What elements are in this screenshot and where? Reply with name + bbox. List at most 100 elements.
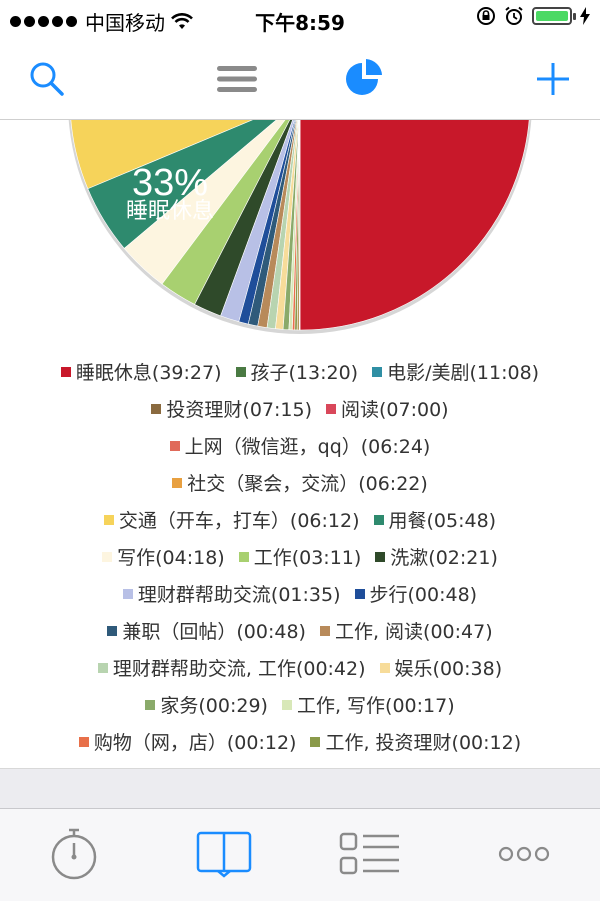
legend-item[interactable]: 兼职（回帖）(00:48): [107, 619, 306, 643]
legend-label: 用餐(05:48): [388, 510, 497, 532]
legend-swatch: [373, 514, 384, 525]
status-bar: 中国移动 下午8:59: [0, 0, 600, 40]
legend-item[interactable]: 工作, 阅读(00:47): [319, 619, 493, 643]
legend-swatch: [102, 551, 113, 562]
legend-item[interactable]: 理财群帮助交流(01:35): [122, 582, 341, 606]
legend-swatch: [379, 662, 390, 673]
legend-swatch: [354, 588, 365, 599]
list-icon: [339, 832, 399, 875]
tab-book[interactable]: [184, 819, 264, 889]
legend-label: 电影/美剧(11:08): [387, 362, 540, 384]
legend-label: 阅读(07:00): [341, 399, 449, 421]
legend-swatch: [145, 699, 156, 710]
battery-icon: [532, 7, 576, 25]
legend-label: 理财群帮助交流(01:35): [137, 584, 341, 606]
legend-label: 工作, 阅读(00:47): [334, 621, 493, 643]
legend-swatch: [319, 625, 330, 636]
pie-chart-button[interactable]: [329, 40, 399, 118]
legend-item[interactable]: 理财群帮助交流, 工作(00:42): [97, 656, 366, 680]
legend-item[interactable]: 社交（聚会，交流）(06:22): [172, 471, 428, 495]
pie-chart[interactable]: 33% 睡眠休息: [0, 120, 600, 350]
signal-strength-icon: [10, 16, 77, 27]
menu-icon: [217, 66, 257, 92]
legend-label: 理财群帮助交流, 工作(00:42): [112, 658, 366, 680]
tab-stopwatch[interactable]: [34, 819, 114, 889]
pie-slice[interactable]: [299, 120, 530, 331]
carrier-name: 中国移动: [85, 11, 165, 35]
pie-slice[interactable]: [299, 120, 301, 331]
legend-swatch: [122, 588, 133, 599]
charging-icon: [580, 7, 590, 25]
legend-item[interactable]: 电影/美剧(11:08): [372, 360, 540, 384]
alarm-icon: [505, 6, 523, 25]
legend-item[interactable]: 睡眠休息(39:27): [60, 360, 222, 384]
legend-item[interactable]: 步行(00:48): [354, 582, 478, 606]
legend-label: 兼职（回帖）(00:48): [122, 621, 306, 643]
legend-swatch: [238, 551, 249, 562]
status-left: 中国移动: [10, 7, 193, 36]
legend-label: 工作, 投资理财(00:12): [325, 732, 522, 754]
legend-swatch: [375, 551, 386, 562]
legend-item[interactable]: 工作, 写作(00:17): [281, 693, 455, 717]
pie-slices: [68, 120, 532, 334]
legend-item[interactable]: 家务(00:29): [145, 693, 268, 717]
legend-item[interactable]: 写作(04:18): [102, 545, 225, 569]
legend-item[interactable]: 投资理财(07:15): [151, 397, 312, 421]
legend-swatch: [169, 440, 180, 451]
status-right: [476, 6, 590, 26]
tab-list[interactable]: [330, 819, 410, 889]
legend-label: 交通（开车，打车）(06:12): [118, 510, 360, 532]
legend-swatch: [326, 403, 336, 414]
highlight-percent: 33%: [132, 162, 208, 204]
legend-label: 工作, 写作(00:17): [296, 695, 455, 717]
legend-item[interactable]: 工作(03:11): [238, 545, 361, 569]
legend-swatch: [235, 366, 246, 377]
tab-more[interactable]: [484, 819, 564, 889]
stopwatch-icon: [51, 828, 97, 880]
legend-label: 购物（网，店）(00:12): [93, 732, 297, 754]
legend-item[interactable]: 上网（微信逛，qq）(06:24): [169, 434, 431, 458]
legend-label: 家务(00:29): [160, 695, 268, 717]
legend-label: 娱乐(00:38): [394, 658, 503, 680]
highlight-label: 睡眠休息: [126, 199, 214, 224]
legend-item[interactable]: 用餐(05:48): [373, 508, 497, 532]
legend-item[interactable]: 交通（开车，打车）(06:12): [103, 508, 360, 532]
legend-swatch: [78, 736, 89, 747]
legend-swatch: [60, 366, 71, 377]
search-button[interactable]: [12, 40, 82, 118]
top-toolbar: [0, 40, 600, 118]
legend-item[interactable]: 洗漱(02:21): [375, 545, 498, 569]
legend-label: 洗漱(02:21): [390, 547, 498, 569]
tab-bar: [0, 808, 600, 901]
search-icon: [30, 62, 64, 96]
legend-item[interactable]: 娱乐(00:38): [379, 656, 503, 680]
menu-button[interactable]: [202, 40, 272, 118]
chart-legend: 睡眠休息(39:27) 孩子(13:20) 电影/美剧(11:08) 投资理财(07:…: [0, 360, 600, 828]
pie-chart-icon: [346, 59, 382, 95]
legend-label: 孩子(13:20): [250, 362, 359, 384]
legend-swatch: [107, 625, 118, 636]
legend-item[interactable]: 购物（网，店）(00:12): [78, 730, 297, 754]
legend-swatch: [97, 662, 108, 673]
legend-swatch: [103, 514, 114, 525]
add-button[interactable]: [518, 40, 588, 118]
plus-icon: [537, 63, 569, 95]
legend-label: 社交（聚会，交流）(06:22): [187, 473, 428, 495]
legend-item[interactable]: 阅读(07:00): [326, 397, 449, 421]
legend-label: 写作(04:18): [117, 547, 225, 569]
wifi-icon: [171, 12, 193, 29]
pie-chart-area: 33% 睡眠休息: [0, 120, 600, 350]
legend-swatch: [372, 366, 383, 377]
legend-item[interactable]: 工作, 投资理财(00:12): [310, 730, 522, 754]
legend-swatch: [172, 477, 183, 488]
legend-label: 上网（微信逛，qq）(06:24): [184, 436, 431, 458]
rotation-lock-icon: [477, 7, 495, 25]
book-icon: [196, 831, 252, 878]
legend-item[interactable]: 孩子(13:20): [235, 360, 359, 384]
legend-label: 投资理财(07:15): [166, 399, 312, 421]
legend-label: 步行(00:48): [369, 584, 478, 606]
legend-swatch: [151, 403, 162, 414]
status-time: 下午8:59: [255, 11, 345, 35]
legend-swatch: [281, 699, 292, 710]
more-icon: [498, 846, 550, 862]
